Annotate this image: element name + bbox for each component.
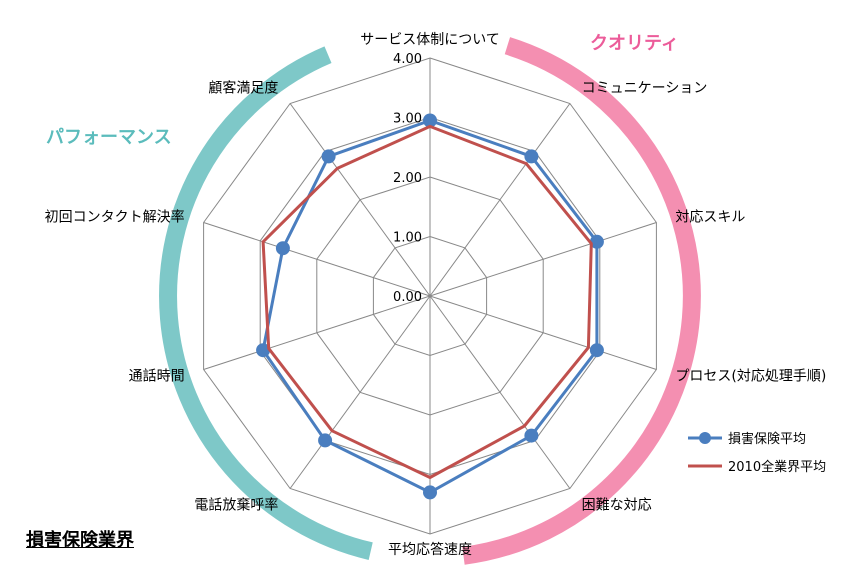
category-label: 電話放棄呼率 bbox=[194, 497, 278, 514]
series-point-0 bbox=[589, 234, 604, 249]
series-point-0 bbox=[589, 343, 604, 358]
category-label: 平均応答速度 bbox=[388, 541, 472, 558]
series-point-0 bbox=[256, 343, 271, 358]
series-point-0 bbox=[321, 149, 336, 164]
series-point-0 bbox=[524, 428, 539, 443]
grid-spoke bbox=[429, 103, 571, 297]
tick-label: 2.00 bbox=[393, 171, 422, 186]
industry-title: 損害保険業界 bbox=[26, 530, 134, 551]
grid-spoke bbox=[429, 222, 657, 297]
tick-label: 0.00 bbox=[393, 290, 422, 305]
group-arc-quality bbox=[462, 37, 701, 565]
series-line-1 bbox=[261, 124, 593, 479]
series-point-0 bbox=[318, 433, 333, 448]
series-point-0 bbox=[423, 485, 437, 500]
tick-label: 4.00 bbox=[393, 52, 422, 67]
legend-label-0: 損害保険平均 bbox=[728, 431, 806, 447]
group-arc-performance bbox=[159, 46, 373, 560]
category-label: プロセス(対応処理手順) bbox=[675, 369, 826, 385]
series-point-0 bbox=[423, 113, 437, 128]
category-label: 通話時間 bbox=[129, 368, 185, 385]
category-label: コミュニケーション bbox=[582, 80, 708, 96]
group-label-performance: パフォーマンス bbox=[46, 127, 172, 148]
group-label-quality: クオリティ bbox=[590, 33, 679, 54]
grid-spoke bbox=[203, 222, 431, 297]
grid-spoke bbox=[289, 103, 431, 297]
grid-spoke bbox=[429, 295, 571, 489]
grid-spoke bbox=[289, 295, 431, 489]
category-label: サービス体制について bbox=[360, 32, 500, 48]
category-label: 対応スキル bbox=[675, 209, 745, 225]
series-point-0 bbox=[524, 149, 539, 164]
grid-spoke bbox=[429, 295, 657, 370]
tick-label: 3.00 bbox=[393, 112, 422, 127]
legend-marker-0 bbox=[699, 432, 711, 444]
grid-spoke bbox=[203, 295, 431, 370]
legend-label-1: 2010全業界平均 bbox=[728, 459, 826, 475]
category-label: 顧客満足度 bbox=[208, 79, 278, 96]
category-label: 初回コンタクト解決率 bbox=[45, 208, 185, 225]
series-point-0 bbox=[275, 241, 290, 256]
tick-label: 1.00 bbox=[393, 231, 422, 246]
category-label: 困難な対応 bbox=[582, 498, 652, 514]
